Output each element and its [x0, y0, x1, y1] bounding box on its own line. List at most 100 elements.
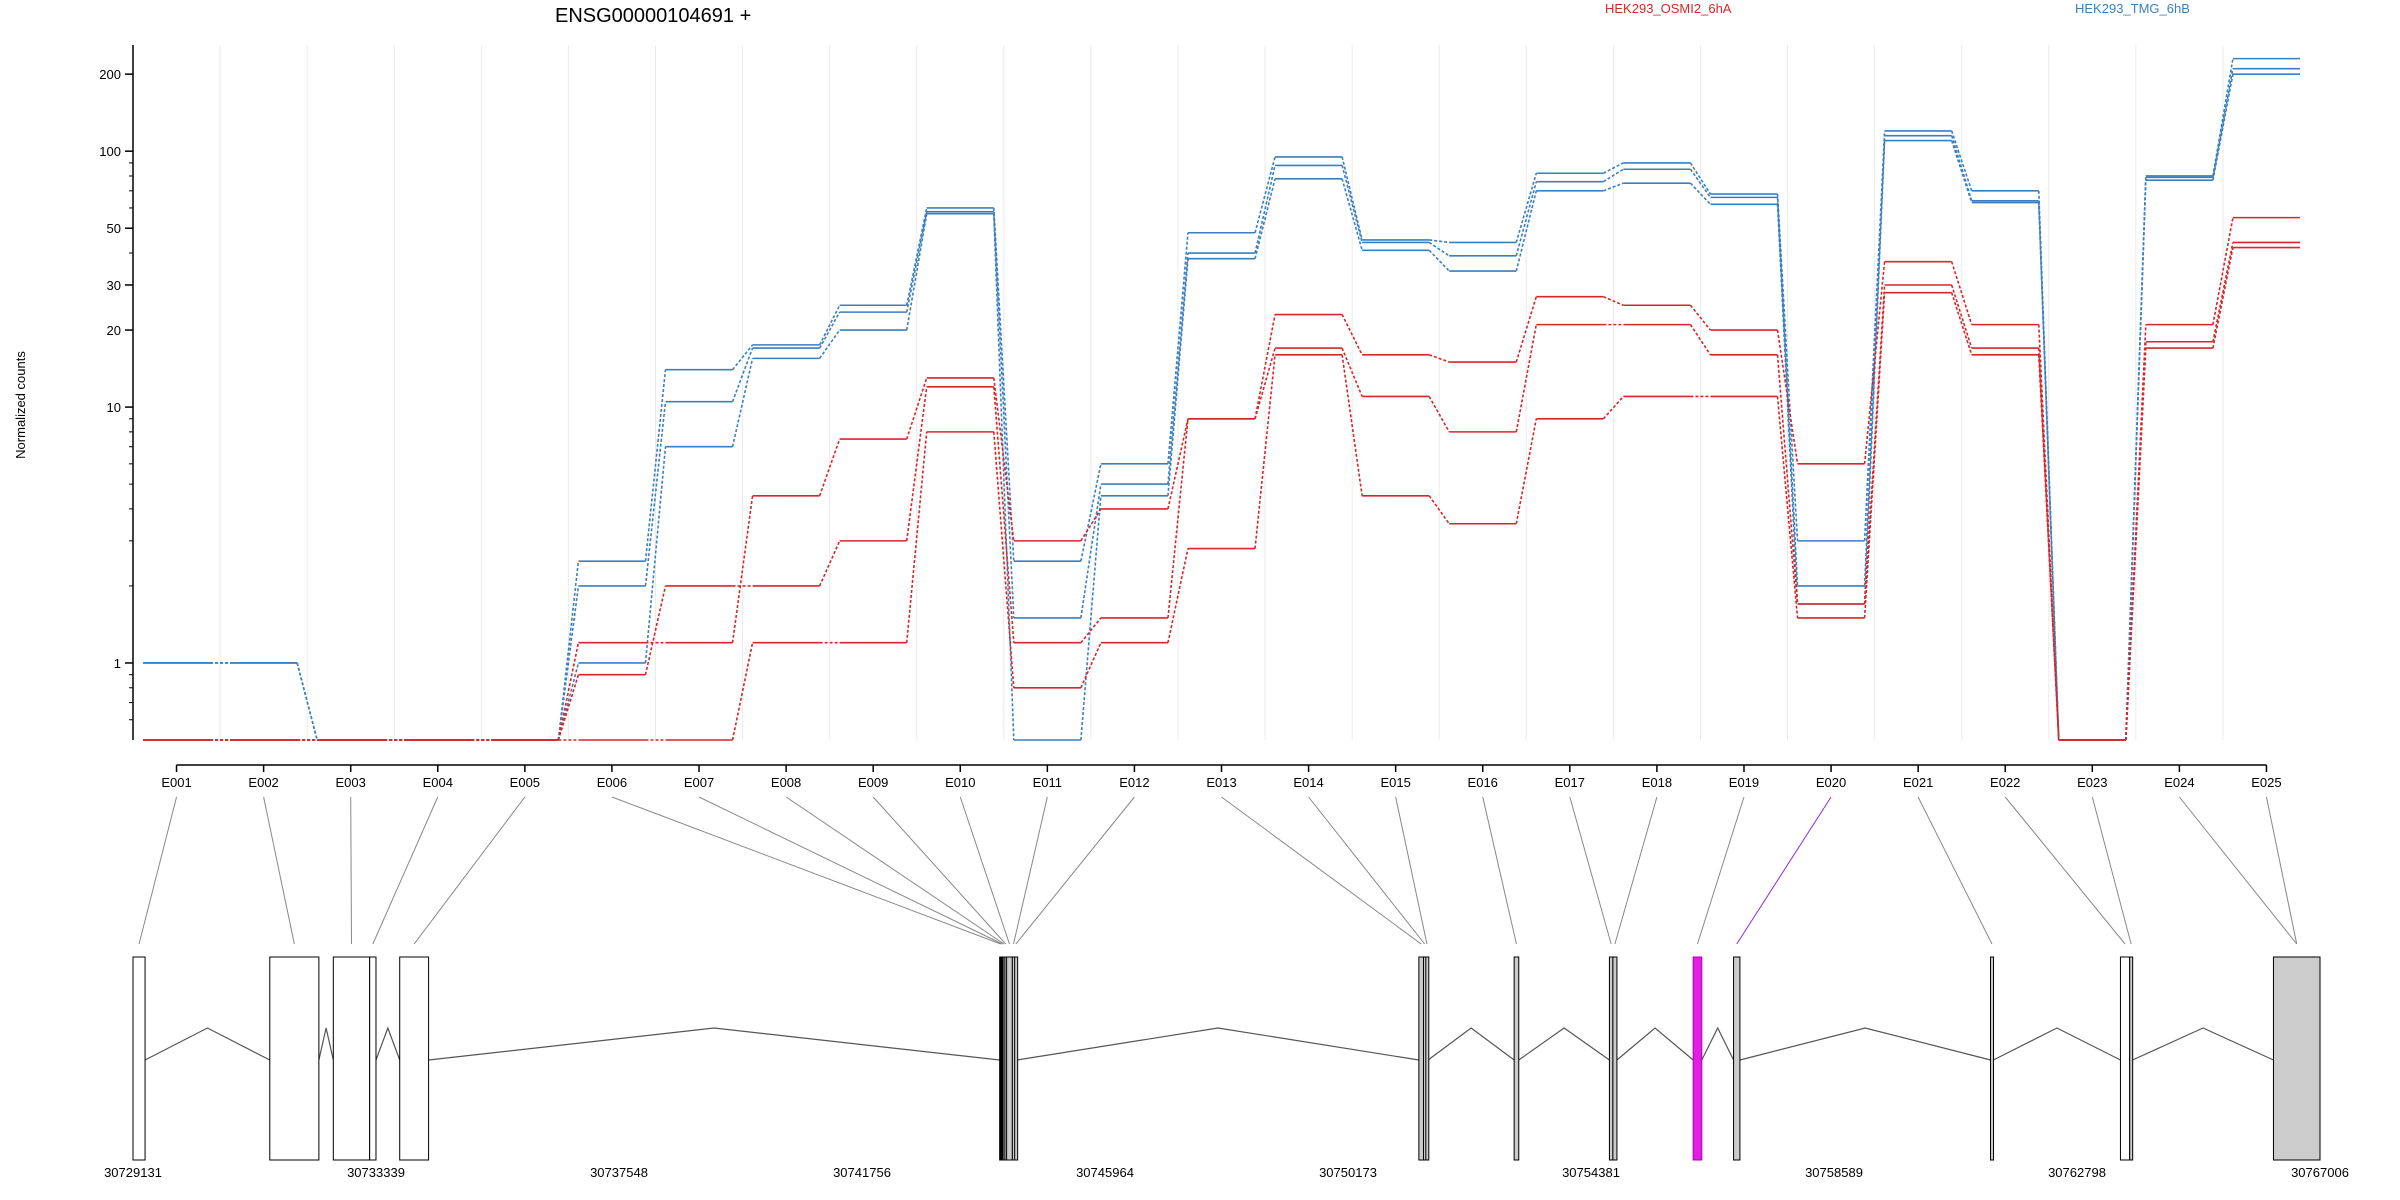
series-transition — [1863, 261, 1886, 464]
series-lines — [143, 57, 2300, 741]
connector-line — [1482, 796, 1517, 945]
series-transition — [2212, 217, 2234, 325]
series-transition — [818, 304, 841, 346]
connector-line — [1917, 796, 1993, 945]
x-tick-label: E002 — [248, 775, 278, 790]
series-transition — [1776, 396, 1799, 618]
series-transition — [1341, 354, 1363, 496]
genomic-coordinate-label: 30737548 — [590, 1165, 648, 1180]
exon-box — [399, 956, 430, 1161]
series-transition — [905, 386, 928, 541]
connector-line — [1013, 796, 1048, 945]
intron — [144, 1027, 271, 1061]
series-transition — [731, 344, 754, 371]
x-tick-label: E019 — [1729, 775, 1759, 790]
x-tick-label: E009 — [858, 775, 888, 790]
series-transition — [1863, 292, 1886, 618]
series-transition — [905, 431, 928, 643]
y-tick-label: 1 — [114, 656, 121, 671]
connector-line — [1015, 796, 1135, 945]
series-HEK293_OSMI2_6hA-5 — [143, 246, 2300, 741]
series-transition — [1603, 182, 1624, 192]
series-transition — [557, 662, 580, 741]
exon-box — [1418, 956, 1424, 1161]
series-transition — [1167, 232, 1189, 464]
y-tick-label: 50 — [107, 221, 121, 236]
series-HEK293_TMG_6hB-2 — [143, 73, 2300, 741]
series-transition — [993, 386, 1015, 643]
connector-line — [2004, 796, 2126, 945]
exon-box — [1006, 956, 1013, 1161]
series-transition — [1950, 292, 1973, 356]
series-HEK293_OSMI2_6hA-4 — [143, 241, 2300, 741]
connector-line — [1569, 796, 1612, 945]
series-transition — [1689, 168, 1712, 198]
series-HEK293_TMG_6hB-0 — [143, 57, 2300, 741]
series-transition — [818, 438, 841, 497]
exon-box — [1425, 956, 1430, 1161]
x-tick-label: E014 — [1293, 775, 1323, 790]
intron — [375, 1026, 401, 1061]
series-transition — [2212, 74, 2234, 181]
connector-line — [372, 796, 439, 945]
series-transition — [1515, 173, 1538, 243]
intron — [1739, 1027, 1991, 1061]
x-tick-label: E025 — [2251, 775, 2281, 790]
genomic-coordinate-label: 30733339 — [347, 1165, 405, 1180]
series-transition — [1515, 418, 1538, 524]
x-tick-label: E008 — [771, 775, 801, 790]
series-transition — [2212, 242, 2234, 342]
gene-model: 30729131 30733339 30737548 30741756 30745964… — [104, 956, 2349, 1180]
series-transition — [1080, 463, 1102, 562]
series-transition — [993, 377, 1015, 541]
x-tick-label: E006 — [597, 775, 627, 790]
series-transition — [296, 662, 318, 741]
x-tick-label: E010 — [945, 775, 975, 790]
x-tick-label: E011 — [1033, 775, 1062, 790]
series-transition — [2037, 354, 2060, 741]
x-tick-label: E024 — [2164, 775, 2194, 790]
connector-line — [2178, 796, 2298, 945]
connector-line — [698, 796, 1003, 945]
genomic-coordinate-label: 30758589 — [1805, 1165, 1863, 1180]
series-transition — [1950, 261, 1973, 325]
series-transition — [1602, 168, 1624, 183]
y-tick-label: 30 — [107, 278, 121, 293]
series-transition — [1341, 156, 1363, 241]
series-transition — [1863, 140, 1886, 605]
series-transition — [993, 211, 1015, 618]
series-transition — [1776, 194, 1799, 541]
exon-box — [1612, 956, 1618, 1161]
series-transition — [1254, 178, 1276, 259]
series-transition — [993, 431, 1015, 688]
series-transition — [1776, 354, 1799, 605]
series-transition — [2212, 247, 2234, 349]
exon-box — [332, 956, 371, 1161]
x-tick-label: E012 — [1119, 775, 1149, 790]
series-transition — [1515, 181, 1538, 257]
x-tick-label: E021 — [1903, 775, 1933, 790]
intron — [1993, 1027, 2121, 1061]
series-transition — [1515, 190, 1538, 272]
series-transition — [557, 585, 580, 741]
axes: 1 10 20 30 50 100 200 E001 E002 E003 E004 E005 E006 E… — [99, 45, 2282, 790]
intron — [428, 1027, 1000, 1061]
series-transition — [1515, 324, 1538, 433]
gene-title: ENSG00000104691 + — [555, 5, 751, 27]
x-tick-label: E018 — [1642, 775, 1672, 790]
exon-box — [1014, 956, 1019, 1161]
genomic-coordinate-label: 30745964 — [1076, 1165, 1134, 1180]
series-transition — [1080, 483, 1102, 619]
exon-box — [1733, 956, 1741, 1161]
connector-line — [611, 796, 1001, 945]
intron — [1016, 1027, 1419, 1061]
y-axis-label: Normalized counts — [13, 351, 28, 459]
intron — [1518, 1027, 1610, 1061]
exon-box — [2119, 956, 2131, 1161]
x-tick-label: E020 — [1816, 775, 1846, 790]
genomic-coordinate-label: 30729131 — [104, 1165, 162, 1180]
series-transition — [993, 213, 1015, 741]
legend-osmi2: HEK293_OSMI2_6hA — [1605, 1, 1732, 16]
connector-line — [959, 796, 1010, 945]
